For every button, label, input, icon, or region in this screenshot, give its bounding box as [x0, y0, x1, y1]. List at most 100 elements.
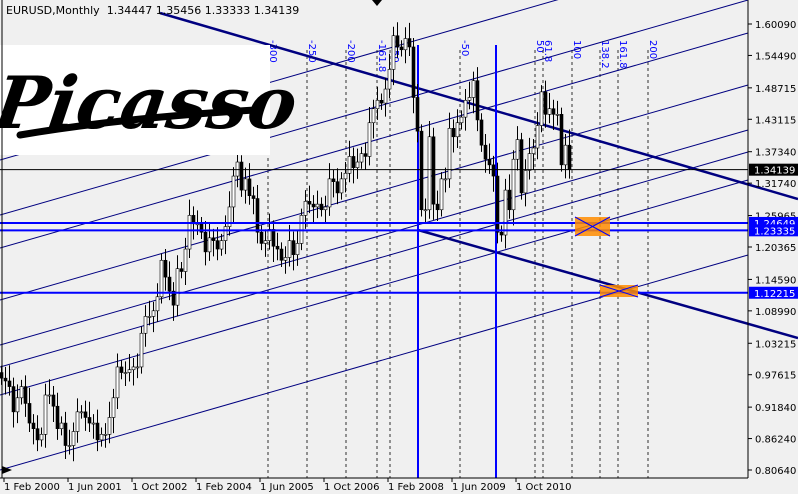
candle	[387, 53, 392, 99]
candle	[159, 253, 164, 304]
candle	[555, 100, 560, 126]
price-level-badge	[749, 163, 798, 176]
shift-marker-icon[interactable]	[372, 0, 382, 6]
price-tick-label: 1.08990	[755, 307, 796, 318]
candle	[115, 353, 120, 410]
candle	[239, 155, 244, 197]
candle	[119, 360, 124, 380]
candle	[487, 143, 492, 174]
price-tick-label: 1.43115	[755, 115, 796, 126]
candle	[307, 185, 312, 214]
candle	[87, 401, 92, 433]
candle	[131, 357, 136, 386]
candle	[263, 229, 268, 257]
candle	[59, 416, 64, 436]
candle	[251, 186, 256, 215]
time-tick-label: 1 Feb 2008	[388, 482, 444, 493]
candle	[447, 112, 452, 188]
candle	[351, 147, 356, 184]
candle	[51, 386, 56, 422]
channel-line[interactable]	[0, 179, 749, 396]
candle	[171, 282, 176, 321]
channel-line[interactable]	[0, 84, 749, 301]
candle	[475, 67, 480, 132]
price-tick-label: 1.14590	[755, 275, 796, 286]
candle	[47, 379, 52, 404]
channel-line[interactable]	[0, 129, 749, 346]
candle	[127, 354, 132, 382]
price-level-label: 1.12215	[754, 289, 795, 300]
candle	[211, 228, 216, 257]
candle	[379, 93, 384, 110]
candle	[175, 255, 180, 317]
candle	[363, 142, 368, 170]
candle	[459, 110, 464, 130]
candle	[103, 423, 108, 448]
candle	[79, 405, 84, 419]
candle	[55, 392, 60, 440]
candle	[291, 231, 296, 271]
candle	[431, 127, 436, 220]
candle	[439, 172, 444, 217]
time-tick-label: 1 Oct 2002	[132, 482, 187, 493]
candle	[383, 77, 388, 117]
price-tick-label: 1.20365	[755, 243, 796, 254]
time-tick-label: 1 Feb 2004	[196, 482, 252, 493]
candle	[311, 195, 316, 223]
candle	[227, 191, 232, 236]
candle	[287, 224, 292, 267]
candle	[519, 132, 524, 200]
candle	[359, 146, 364, 169]
candle	[339, 172, 344, 200]
candle	[75, 398, 80, 443]
candle	[243, 167, 248, 204]
candle	[467, 81, 472, 110]
candle	[511, 150, 516, 226]
candle	[395, 22, 400, 59]
time-tick-label: 1 Jun 2001	[68, 482, 122, 493]
candle	[435, 190, 440, 221]
candle	[443, 167, 448, 193]
candle	[215, 227, 220, 261]
candle	[95, 409, 100, 452]
fib-time-label: 200	[647, 40, 658, 59]
price-tick-label: 0.80640	[755, 466, 796, 477]
candle	[39, 427, 44, 447]
high-value: 1.35456	[155, 4, 202, 17]
channel-line[interactable]	[0, 151, 749, 368]
candle	[279, 242, 284, 268]
open-value: 1.34447	[106, 4, 153, 17]
fib-time-label: -300	[267, 40, 278, 63]
low-value: 1.33333	[204, 4, 251, 17]
candle	[3, 366, 8, 395]
candle	[451, 119, 456, 153]
candle	[535, 112, 540, 160]
symbol-label: EURUSD,Monthly	[6, 4, 100, 17]
trendline-lower[interactable]	[417, 228, 798, 340]
candle	[123, 361, 128, 387]
candle	[23, 375, 28, 417]
target-zone	[599, 284, 639, 298]
fib-time-label: 61.8	[542, 40, 553, 62]
candle	[355, 148, 360, 179]
candle	[403, 27, 408, 64]
price-tick-label: 1.54490	[755, 51, 796, 62]
fib-time-label: 50	[534, 40, 545, 53]
fib-time-label: -50	[459, 40, 470, 56]
candle	[471, 71, 476, 114]
price-tick-label: 0.97615	[755, 371, 796, 382]
candle	[559, 107, 564, 172]
candle	[335, 168, 340, 205]
channel-line[interactable]	[0, 32, 749, 249]
price-tick-label: 0.86240	[755, 435, 796, 446]
candle	[323, 195, 328, 224]
candle	[99, 427, 104, 447]
candle	[83, 400, 88, 431]
candle	[11, 377, 16, 428]
candle	[139, 326, 144, 374]
price-tick-label: 1.60090	[755, 20, 796, 31]
candle	[543, 80, 548, 128]
candle	[551, 99, 556, 131]
candle	[203, 220, 208, 266]
